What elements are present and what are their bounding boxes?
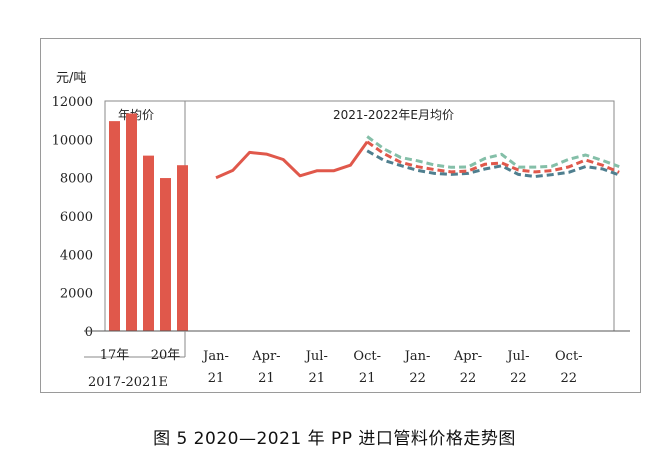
x-tick-label-year: 21: [359, 371, 376, 386]
y-tick-label: 10000: [52, 133, 93, 148]
y-tick-label: 8000: [60, 172, 93, 187]
x-tick-label-year: 21: [258, 371, 275, 386]
annual-bar: [126, 113, 137, 331]
y-axis-label: 元/吨: [56, 71, 86, 86]
annual-x-tick-labels: 17年 20年: [100, 348, 181, 363]
x-tick-label-year: 22: [409, 371, 426, 386]
x-tick-label-month: Apr-: [453, 349, 482, 364]
x-tick-label-month: Jan-: [201, 349, 229, 364]
y-tick-label: 0: [85, 325, 93, 340]
annual-bar: [177, 165, 188, 331]
forecast-low-line: [366, 149, 620, 178]
x-tick-label-year: 22: [510, 371, 527, 386]
x-tick-label-month: Oct-: [353, 349, 381, 364]
y-tick-label: 2000: [60, 287, 93, 302]
annual-bar: [109, 121, 120, 331]
y-tick-labels: 0 2000 4000 6000 8000 10000 12000: [52, 95, 93, 340]
annual-x-tick-label: 20年: [151, 348, 181, 363]
x-tick-label-year: 21: [309, 371, 326, 386]
annual-x-tick-label: 17年: [100, 348, 130, 363]
annual-bar: [143, 155, 154, 331]
actual-price-line: [215, 140, 369, 180]
x-tick-label-month: Jan-: [403, 349, 431, 364]
forecast-mid-line: [366, 140, 620, 174]
annual-bar: [160, 178, 171, 331]
annual-bars: [109, 113, 188, 331]
x-tick-label-year: 21: [208, 371, 225, 386]
forecast-high-line: [366, 135, 620, 169]
chart-frame: [40, 38, 641, 393]
figure-caption: 图 5 2020—2021 年 PP 进口管料价格走势图: [153, 429, 516, 449]
x-tick-label-month: Apr-: [251, 349, 280, 364]
monthly-lines: [215, 135, 620, 180]
x-tick-label-month: Jul-: [505, 349, 529, 364]
annual-period-label: 2017-2021E: [88, 375, 168, 390]
monthly-x-tick-labels: Jan- 21 Apr- 21 Jul- 21 Oct- 21 Jan- 22 Apr- 22 Jul-…: [201, 349, 582, 386]
y-tick-label: 4000: [60, 248, 93, 263]
x-tick-label-month: Oct-: [555, 349, 583, 364]
monthly-panel-box: [184, 100, 615, 332]
y-tick-label: 12000: [52, 95, 93, 110]
y-tick-label: 6000: [60, 210, 93, 225]
x-tick-label-year: 22: [460, 371, 477, 386]
x-tick-label-month: Jul-: [304, 349, 328, 364]
monthly-panel-title: 2021-2022年E月均价: [333, 108, 454, 122]
x-tick-label-year: 22: [561, 371, 578, 386]
